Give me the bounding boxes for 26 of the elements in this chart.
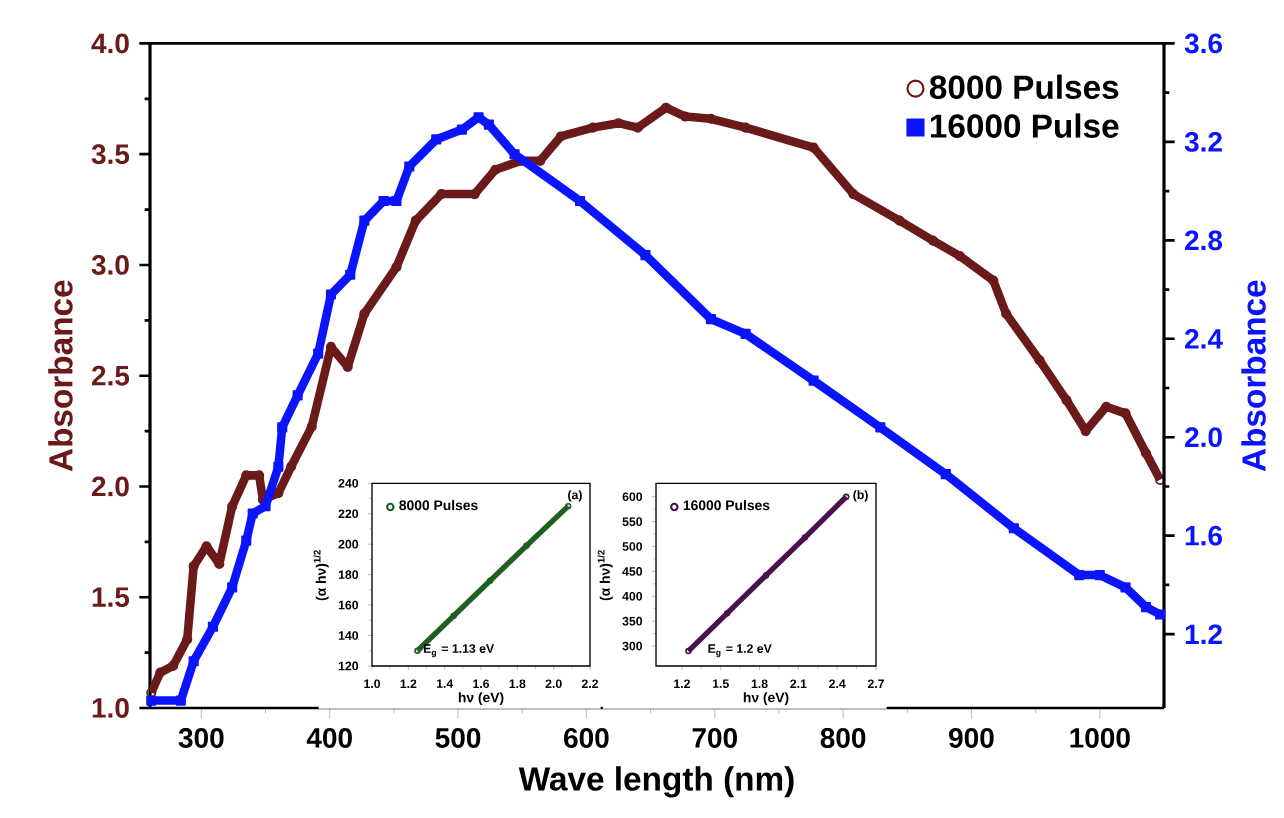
y2-tick-label: 3.2: [1184, 131, 1222, 152]
legend-label: 8000 Pulses: [929, 74, 1119, 100]
x-tick-label: 900: [949, 728, 994, 748]
y-tick-label: 3.5: [91, 144, 130, 165]
y2-tick-label: 2.4: [1185, 329, 1223, 349]
x-tick-label: 300: [178, 728, 224, 748]
y-tick-label: 2.0: [91, 476, 129, 497]
y2-tick-label: 1.2: [1185, 624, 1222, 644]
y2-tick-label: 3.6: [1184, 33, 1222, 54]
y2-axis-title: Absorbance: [1241, 280, 1266, 472]
legend-label: 16000 Pulse: [930, 113, 1119, 138]
y-tick-label: 3.0: [91, 255, 129, 275]
x-tick-label: 700: [692, 728, 737, 748]
y-tick-label: 1.0: [92, 698, 129, 718]
x-tick-label: 600: [564, 728, 609, 748]
y-tick-label: 2.5: [91, 365, 130, 386]
x-tick-label: 1000: [1070, 728, 1130, 748]
y-tick-label: 4.0: [91, 33, 129, 54]
x-tick-label: 500: [435, 728, 481, 748]
x-tick-label: 800: [820, 728, 866, 748]
y2-tick-label: 2.0: [1185, 427, 1222, 448]
y2-tick-label: 2.8: [1185, 230, 1223, 251]
x-axis-title: Wave length (nm): [518, 766, 794, 798]
y2-tick-label: 1.6: [1185, 525, 1222, 546]
y-axis-title: Absorbance: [48, 280, 73, 472]
y-tick-label: 1.5: [92, 587, 130, 608]
